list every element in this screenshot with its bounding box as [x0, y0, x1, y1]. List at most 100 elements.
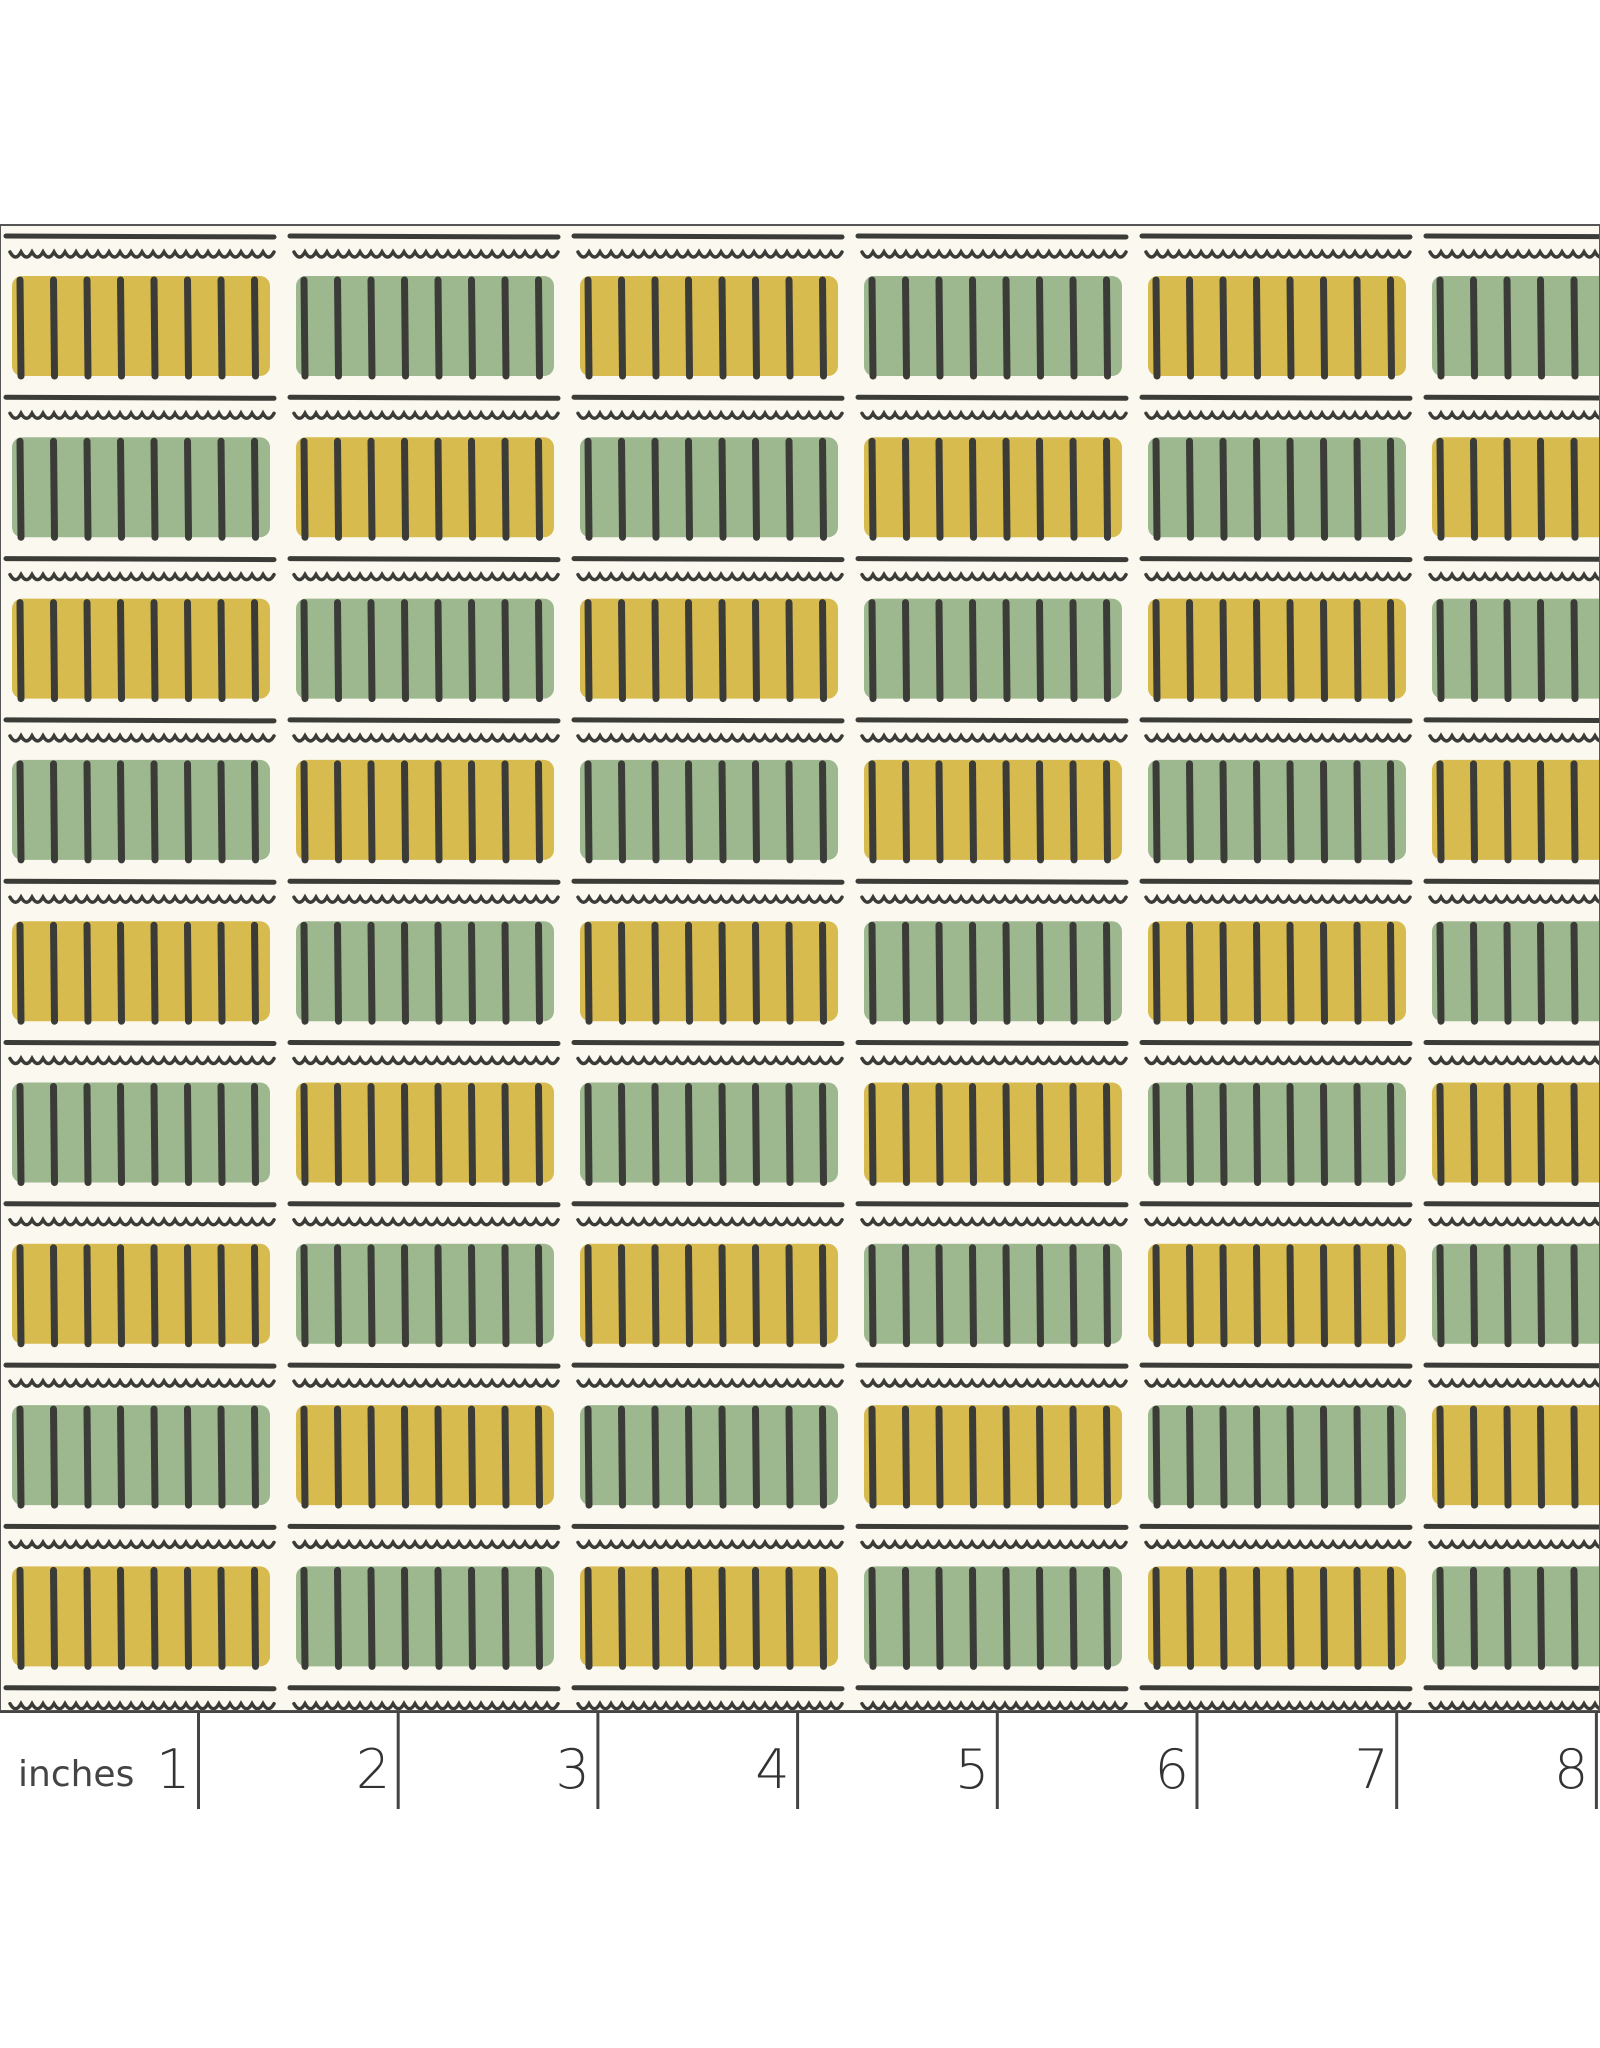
block-stripe [1570, 921, 1579, 1025]
block-stripe [501, 1244, 510, 1348]
block-stripe [969, 1566, 977, 1670]
block-wave [1144, 1054, 1412, 1066]
block-stripe [651, 1405, 660, 1509]
block-stripe [1253, 1566, 1261, 1670]
pattern-block [1423, 1362, 1600, 1509]
block-stripe [1286, 437, 1295, 541]
block-top-line [1139, 233, 1413, 240]
pattern-block [855, 1040, 1129, 1186]
block-stripe [935, 1083, 944, 1186]
block-stripe [117, 1405, 125, 1509]
pattern-block [1139, 717, 1413, 864]
block-stripe [251, 1405, 259, 1509]
block-stripe [718, 1566, 727, 1670]
block-stripe [1186, 921, 1194, 1025]
block-top-line [1139, 1201, 1413, 1208]
block-stripe [16, 599, 25, 703]
block-stripe [535, 1083, 543, 1186]
block-stripe [251, 1083, 259, 1186]
block-stripe [819, 1566, 827, 1670]
pattern-block [287, 233, 561, 380]
block-stripe [902, 1244, 910, 1348]
block-stripe [1152, 760, 1161, 864]
block-stripe [935, 921, 944, 1025]
block-top-line [571, 1040, 845, 1046]
block-stripe [1186, 599, 1194, 703]
block-stripe [1470, 599, 1478, 703]
pattern-block [571, 717, 845, 864]
pattern-block [855, 1362, 1129, 1509]
block-stripe [117, 437, 125, 541]
block-stripe [334, 1566, 342, 1670]
block-stripe [1436, 1405, 1445, 1509]
block-wave [1428, 248, 1600, 259]
block-stripe [819, 1405, 827, 1509]
block-wave [1428, 409, 1600, 421]
block-stripe [184, 599, 192, 703]
block-fill [580, 1405, 838, 1506]
block-stripe [251, 760, 259, 864]
block-stripe [50, 1566, 58, 1670]
block-stripe [150, 760, 159, 864]
block-wave [1428, 1054, 1600, 1066]
ruler-number: 6 [1155, 1738, 1189, 1801]
block-wave [576, 1054, 844, 1066]
pattern-block [1139, 1685, 1413, 1711]
block-stripe [785, 276, 794, 380]
block-stripe [401, 1083, 409, 1186]
block-stripe [718, 1244, 727, 1348]
block-stripe [1470, 921, 1478, 1025]
block-fill [864, 759, 1122, 860]
block-stripe [184, 921, 192, 1025]
block-stripe [501, 1566, 510, 1670]
block-stripe [718, 921, 727, 1025]
block-stripe [1219, 276, 1228, 380]
block-wave [292, 732, 560, 743]
block-stripe [217, 599, 226, 703]
block-stripe [868, 1244, 877, 1348]
block-stripe [334, 760, 342, 864]
block-wave [1144, 1216, 1412, 1227]
block-stripe [1436, 276, 1445, 380]
block-stripe [1320, 1083, 1328, 1186]
block-stripe [785, 760, 794, 864]
block-stripe [685, 1083, 693, 1186]
block-stripe [1387, 1244, 1395, 1348]
block-stripe [1320, 276, 1328, 380]
block-top-line [855, 1040, 1129, 1046]
block-stripe [50, 1244, 58, 1348]
block-stripe [902, 1083, 910, 1186]
block-stripe [334, 599, 342, 703]
block-fill [12, 1082, 270, 1183]
block-stripe [1503, 599, 1512, 703]
block-stripe [902, 437, 910, 541]
block-stripe [868, 921, 877, 1025]
block-top-line [855, 394, 1129, 401]
block-stripe [1570, 437, 1579, 541]
block-stripe [150, 276, 159, 380]
block-wave [1144, 248, 1412, 259]
block-stripe [718, 437, 727, 541]
block-stripe [1152, 599, 1161, 703]
block-stripe [150, 1566, 159, 1670]
block-stripe [1353, 599, 1362, 703]
pattern-block [571, 233, 845, 380]
block-stripe [16, 437, 25, 541]
block-stripe [752, 1083, 760, 1186]
block-stripe [618, 921, 626, 1025]
block-stripe [434, 1566, 443, 1670]
block-stripe [1036, 1566, 1044, 1670]
pattern-block [1423, 717, 1600, 864]
block-stripe [367, 599, 376, 703]
block-fill [864, 1405, 1122, 1506]
pattern-block [3, 1040, 277, 1186]
block-wave [8, 1054, 276, 1066]
block-stripe [1436, 921, 1445, 1025]
block-stripe [1436, 1566, 1445, 1670]
block-stripe [367, 1083, 376, 1186]
block-stripe [1219, 1566, 1228, 1670]
block-stripe [969, 921, 977, 1025]
block-stripe [535, 1405, 543, 1509]
block-stripe [1152, 921, 1161, 1025]
block-wave [1144, 1377, 1412, 1388]
